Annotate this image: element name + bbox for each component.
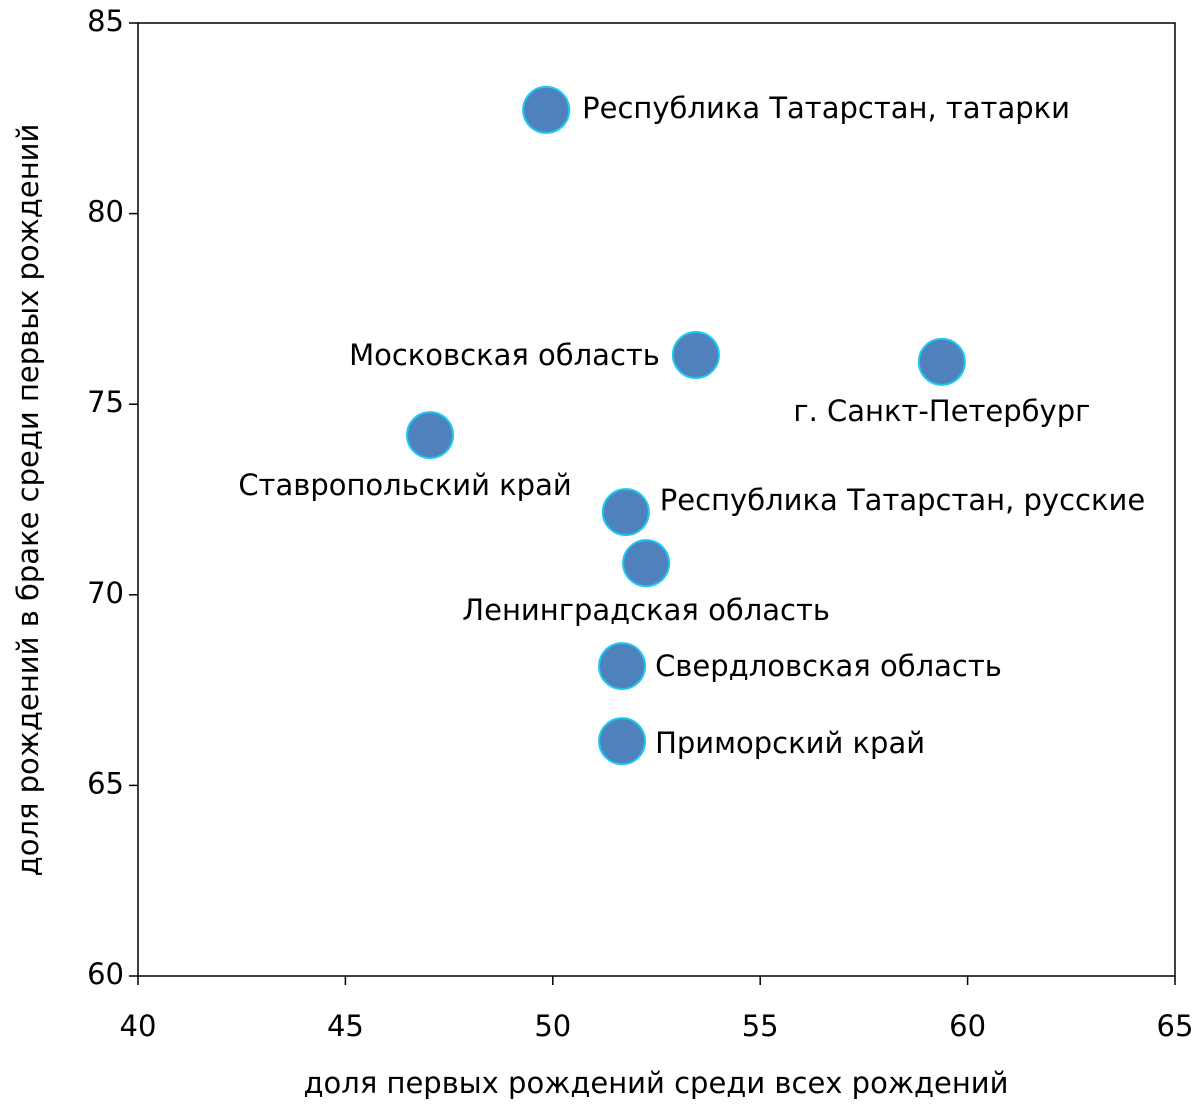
point xyxy=(598,717,647,766)
x-tick-label: 45 xyxy=(327,1009,364,1043)
x-tick-label: 50 xyxy=(534,1009,571,1043)
x-axis-label: доля первых рождений среди всех рождений xyxy=(303,1066,1008,1100)
point xyxy=(601,488,650,537)
y-tick-label: 75 xyxy=(87,385,124,419)
point-label: Приморский край xyxy=(655,726,925,760)
plot-frame xyxy=(137,22,1176,977)
point-label: Республика Татарстан, русские xyxy=(660,483,1145,517)
point-label: Республика Татарстан, татарки xyxy=(582,91,1070,125)
point xyxy=(671,331,720,380)
point xyxy=(917,337,966,386)
point-label: г. Санкт-Петербург xyxy=(793,394,1090,428)
x-tick-label: 65 xyxy=(1157,1009,1194,1043)
y-axis-label: доля рождений в браке среди первых рожде… xyxy=(11,124,45,877)
point-label: Московская область xyxy=(349,338,660,372)
point xyxy=(522,85,571,134)
point-label: Ставропольский край xyxy=(238,468,571,502)
point-label: Ленинградская область xyxy=(462,593,830,627)
point xyxy=(622,539,671,588)
y-tick-label: 70 xyxy=(87,576,124,610)
y-tick-label: 85 xyxy=(87,4,124,38)
y-tick-label: 65 xyxy=(87,766,124,800)
x-tick-label: 55 xyxy=(742,1009,779,1043)
x-tick-label: 40 xyxy=(120,1009,157,1043)
y-tick-label: 80 xyxy=(87,195,124,229)
y-tick-label: 60 xyxy=(87,957,124,991)
x-tick-label: 60 xyxy=(949,1009,986,1043)
point-label: Свердловская область xyxy=(655,649,1002,683)
point xyxy=(598,642,647,691)
point xyxy=(406,411,455,460)
